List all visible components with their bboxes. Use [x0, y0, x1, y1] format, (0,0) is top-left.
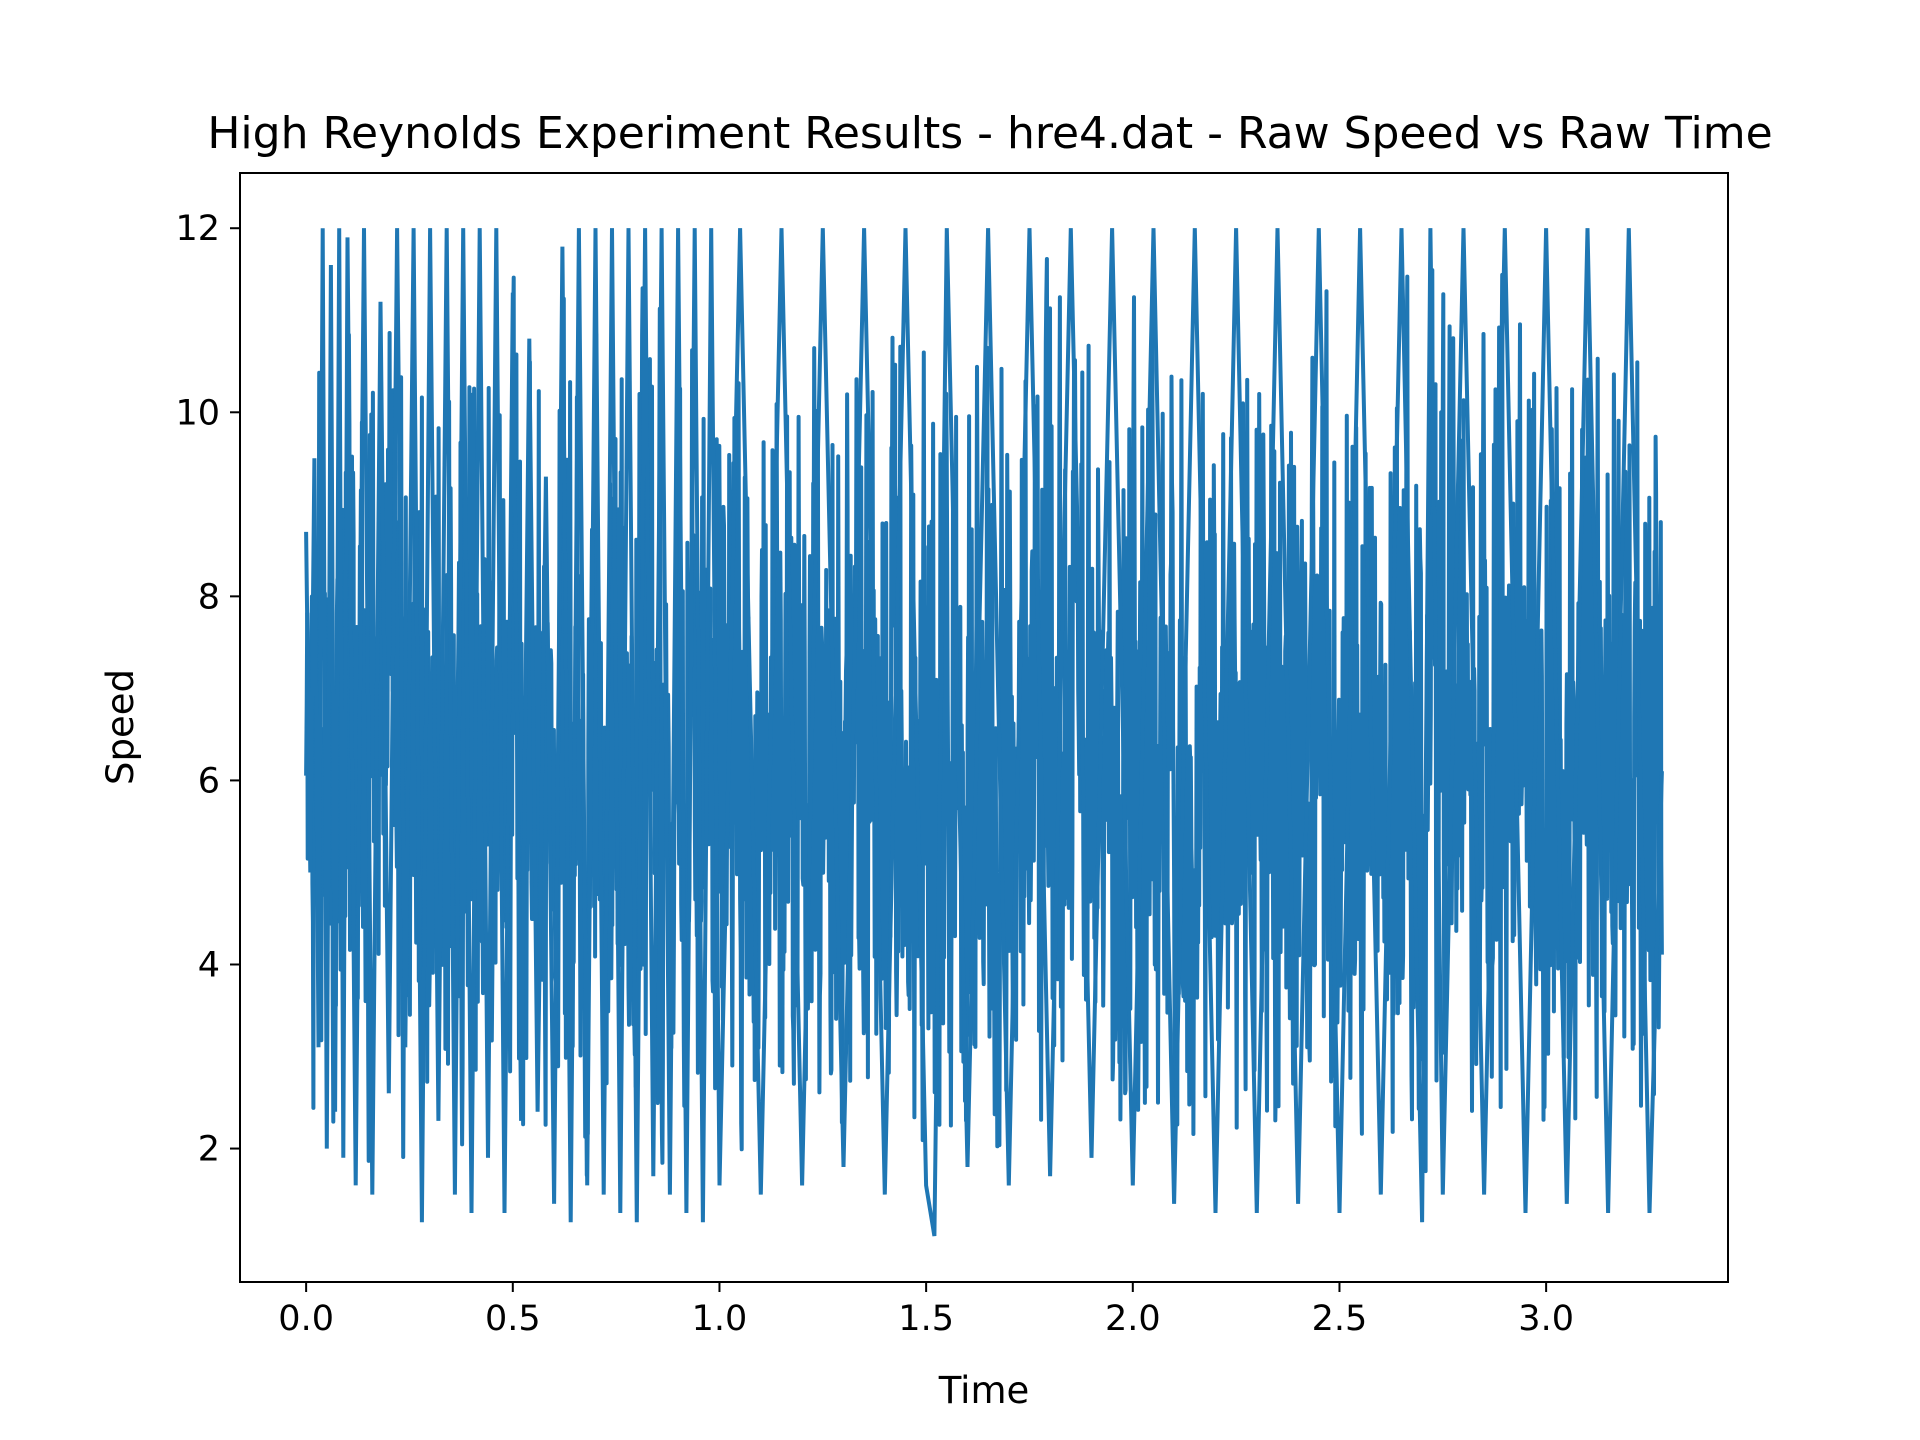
plot-frame [239, 172, 1729, 1283]
x-tick-label: 0.5 [485, 1299, 541, 1339]
x-tick-label: 1.0 [692, 1299, 748, 1339]
y-tick-label: 12 [175, 209, 220, 249]
y-axis: 2 4 6 8 10 12 [175, 209, 240, 1170]
y-tick-label: 6 [198, 761, 220, 801]
y-tick-label: 10 [175, 393, 220, 433]
y-axis-label: Speed [99, 669, 142, 785]
x-tick-label: 1.5 [898, 1299, 954, 1339]
y-tick-label: 2 [198, 1130, 220, 1170]
x-tick-label: 2.0 [1105, 1299, 1161, 1339]
x-axis-label: Time [938, 1369, 1030, 1412]
x-tick-label: 3.0 [1518, 1299, 1574, 1339]
y-tick-label: 4 [198, 945, 220, 985]
y-tick-label: 8 [198, 577, 220, 617]
x-axis: 0.0 0.5 1.0 1.5 2.0 2.5 3.0 [278, 1282, 1574, 1339]
x-tick-label: 0.0 [278, 1299, 334, 1339]
chart-title: High Reynolds Experiment Results - hre4.… [207, 108, 1772, 159]
series-line-envelope [304, 228, 1664, 1237]
x-tick-label: 2.5 [1312, 1299, 1368, 1339]
series-layer [304, 228, 1664, 1237]
